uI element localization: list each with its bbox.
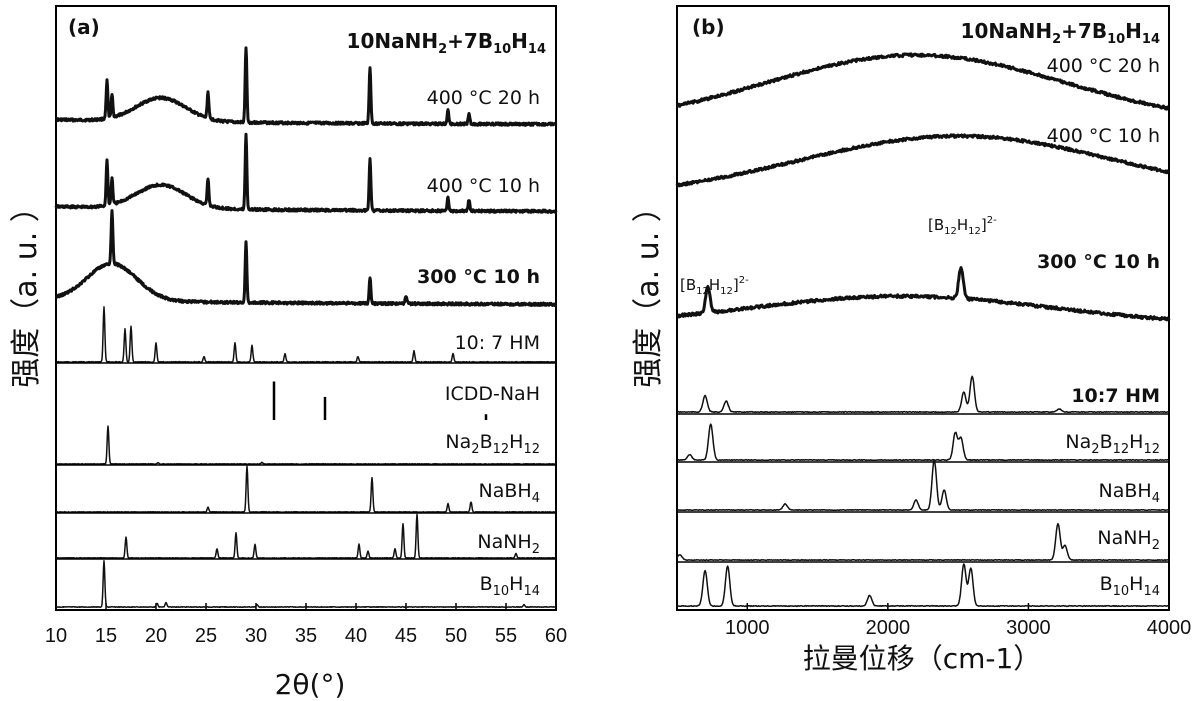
trace-b-4 (676, 423, 1170, 462)
trace-b-1 (675, 133, 1170, 188)
series-label-b-1: 400 °C 10 h (1047, 125, 1160, 147)
panel-b-traces (675, 52, 1171, 608)
panel-a-y-axis-label: 强度（a. u. ） (9, 192, 44, 388)
annotation-b12h12-right: [B12H12]2- (928, 215, 997, 237)
panel-b-frame (676, 5, 1170, 611)
trace-a-6 (55, 465, 557, 514)
panel-a-series-labels: 400 °C 20 h 400 °C 10 h 300 °C 10 h 10: … (417, 87, 540, 599)
series-label-b-3: 10:7 HM (1071, 385, 1160, 407)
trace-b-5 (676, 459, 1170, 512)
trace-a-8 (55, 560, 557, 609)
panel-a-x-axis-label: 2θ(°) (275, 668, 346, 701)
series-label-a-7: NaNH2 (477, 531, 540, 557)
panel-b-x-axis: 1000 2000 3000 4000 (725, 603, 1191, 639)
series-label-a-5: Na2B12H12 (445, 431, 540, 457)
trace-b-3 (676, 375, 1170, 414)
x-tick-label: 35 (295, 625, 317, 647)
x-tick-label: 55 (495, 625, 517, 647)
trace-b-6 (676, 522, 1170, 562)
trace-a-0 (55, 46, 558, 127)
panel-b-series-labels: 400 °C 20 h 400 °C 10 h 300 °C 10 h 10:7… (680, 55, 1160, 599)
x-tick-label: 25 (195, 625, 217, 647)
series-label-b-5: NaBH4 (1099, 480, 1160, 506)
x-tick-label: 45 (395, 625, 417, 647)
panel-a-label: (a) (68, 15, 100, 39)
series-label-a-2: 300 °C 10 h (417, 266, 540, 288)
trace-a-2 (54, 209, 558, 307)
annotation-b12h12-left: [B12H12]2- (680, 275, 749, 297)
x-tick-label: 3000 (1006, 617, 1051, 639)
panel-a-title: 10NaNH2+7B10H14 (347, 29, 546, 57)
series-label-a-1: 400 °C 10 h (427, 175, 540, 197)
series-label-b-2: 300 °C 10 h (1037, 251, 1160, 273)
x-tick-label: 15 (95, 625, 117, 647)
panel-a-traces (54, 46, 558, 609)
series-label-a-6: NaBH4 (479, 480, 540, 506)
panel-b-title: 10NaNH2+7B10H14 (961, 19, 1160, 47)
x-tick-label: 50 (445, 625, 467, 647)
series-label-b-7: B10H14 (1100, 573, 1160, 599)
x-tick-label: 20 (145, 625, 167, 647)
x-tick-label: 10 (45, 625, 67, 647)
x-tick-label: 60 (545, 625, 567, 647)
panel-b-y-axis-label: 强度（a. u. ） (631, 192, 666, 388)
series-label-a-3: 10: 7 HM (455, 332, 540, 354)
series-label-a-8: B10H14 (480, 573, 540, 599)
panel-b-x-axis-label: 拉曼位移（cm-1） (803, 642, 1042, 675)
x-tick-label: 2000 (866, 617, 911, 639)
panel-a: (a) 10NaNH2+7B10H14 强度（a. u. ） 2θ(°) 10 1… (9, 5, 567, 701)
panel-b-label: (b) (692, 15, 725, 39)
series-label-a-4: ICDD-NaH (445, 383, 540, 405)
series-label-b-6: NaNH2 (1097, 527, 1160, 553)
trace-a-7 (55, 513, 557, 560)
trace-b-0 (675, 52, 1170, 111)
x-tick-label: 4000 (1147, 617, 1192, 639)
trace-a-1 (54, 132, 558, 214)
series-label-a-0: 400 °C 20 h (427, 87, 540, 109)
trace-b-7 (676, 563, 1170, 608)
series-label-b-4: Na2B12H12 (1065, 431, 1160, 457)
trace-b-2 (676, 266, 1171, 322)
x-tick-label: 30 (245, 625, 267, 647)
x-tick-label: 40 (345, 625, 367, 647)
panel-a-x-axis: 10 15 20 25 30 35 40 45 50 55 60 (45, 603, 567, 647)
series-label-b-0: 400 °C 20 h (1047, 55, 1160, 77)
x-tick-label: 1000 (725, 617, 770, 639)
panel-b: (b) 10NaNH2+7B10H14 强度（a. u. ） 拉曼位移（cm-1… (631, 5, 1191, 675)
